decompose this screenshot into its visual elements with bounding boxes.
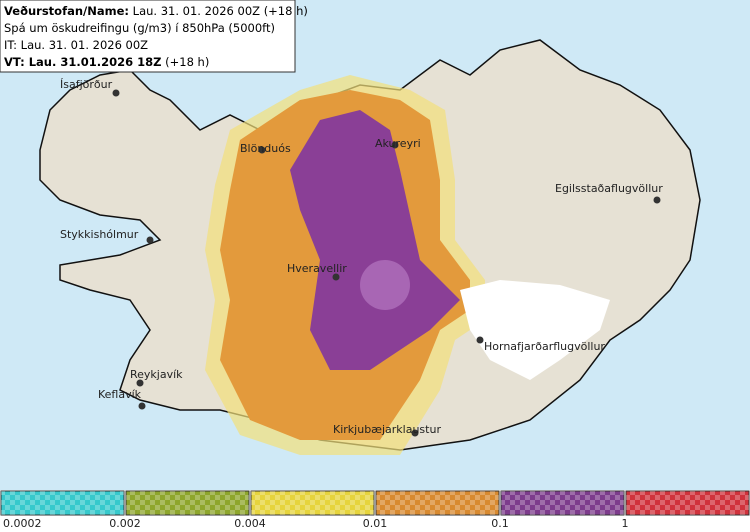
- ash-purple: [290, 110, 460, 370]
- header-line: IT: Lau. 31. 01. 2026 00Z: [4, 38, 148, 52]
- place-marker: [476, 336, 484, 344]
- legend-label: 0.0002: [3, 517, 42, 530]
- header-line: VT: Lau. 31.01.2026 18Z (+18 h): [4, 55, 209, 69]
- legend-label: 1: [622, 517, 629, 530]
- legend-label: 0.002: [109, 517, 141, 530]
- header-line: Spá um öskudreifingu (g/m3) í 850hPa (50…: [4, 21, 275, 35]
- legend-bg: [0, 490, 750, 532]
- header-bold: VT: Lau. 31.01.2026 18Z: [4, 55, 161, 69]
- place-marker: [332, 273, 340, 281]
- place-label: Blönduós: [240, 142, 291, 155]
- header-line: Veðurstofan/Name: Lau. 31. 01. 2026 00Z …: [4, 4, 308, 18]
- place-marker: [146, 236, 154, 244]
- legend-pattern: [501, 491, 624, 515]
- header-text: (+18 h): [165, 55, 209, 69]
- place-label: Akureyri: [375, 137, 421, 150]
- place-label: Keflavík: [98, 388, 142, 401]
- place-marker: [653, 196, 661, 204]
- place-label: Stykkishólmur: [60, 228, 139, 241]
- glacier: [460, 280, 610, 380]
- header-text: Lau. 31. 01. 2026 00Z (+18 h): [133, 4, 308, 18]
- place-label: Hornafjarðarflugvöllur: [484, 340, 605, 353]
- legend-pattern: [126, 491, 249, 515]
- legend-label: 0.01: [363, 517, 388, 530]
- legend-label: 0.1: [491, 517, 509, 530]
- legend-pattern: [251, 491, 374, 515]
- header-bold: Veðurstofan/Name:: [4, 4, 129, 18]
- place-label: Ísafjörður: [60, 78, 113, 91]
- place-marker: [258, 146, 266, 154]
- place-marker: [138, 402, 146, 410]
- place-marker: [411, 429, 419, 437]
- place-marker: [136, 379, 144, 387]
- ash-core: [360, 260, 410, 310]
- header-box: [0, 0, 296, 73]
- place-label: Egilsstaðaflugvöllur: [555, 182, 663, 195]
- place-marker: [112, 89, 120, 97]
- place-marker: [391, 141, 399, 149]
- legend-pattern: [1, 491, 124, 515]
- place-label: Reykjavík: [130, 368, 183, 381]
- place-label: Kirkjubæjarklaustur: [333, 423, 441, 436]
- place-label: Hveravellir: [287, 262, 347, 275]
- legend-label: 0.004: [234, 517, 266, 530]
- legend-pattern: [376, 491, 499, 515]
- legend-pattern: [626, 491, 749, 515]
